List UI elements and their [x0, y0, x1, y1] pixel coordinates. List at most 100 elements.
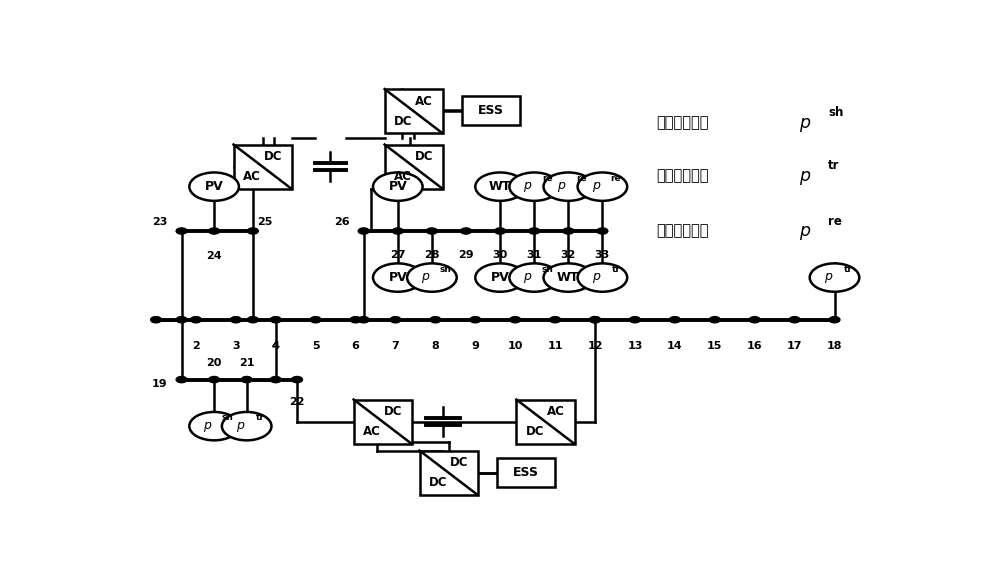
Text: AC: AC — [547, 406, 565, 418]
Circle shape — [509, 263, 559, 292]
Circle shape — [350, 317, 361, 323]
Bar — [462, 96, 520, 124]
Text: 17: 17 — [787, 341, 802, 351]
Text: tr: tr — [844, 264, 853, 274]
Circle shape — [292, 377, 302, 382]
Text: 26: 26 — [334, 217, 350, 227]
Text: 可平移负荷：: 可平移负荷： — [656, 115, 708, 130]
Circle shape — [176, 228, 187, 234]
Text: 22: 22 — [289, 397, 305, 407]
Text: AC: AC — [415, 95, 433, 108]
Circle shape — [358, 317, 369, 323]
Text: PV: PV — [205, 180, 224, 193]
Circle shape — [578, 172, 627, 201]
Text: 3: 3 — [232, 341, 240, 351]
Text: PV: PV — [388, 180, 407, 193]
Circle shape — [241, 377, 252, 382]
Circle shape — [151, 317, 161, 323]
Text: AC: AC — [243, 170, 261, 183]
Text: $p$: $p$ — [523, 271, 533, 285]
Text: DC: DC — [450, 456, 468, 469]
Text: 12: 12 — [587, 341, 603, 351]
Text: 25: 25 — [257, 217, 272, 227]
Circle shape — [495, 228, 506, 234]
Text: 21: 21 — [239, 358, 254, 369]
Circle shape — [247, 317, 258, 323]
Circle shape — [189, 412, 239, 440]
Text: AC: AC — [394, 170, 412, 183]
Text: WT: WT — [489, 180, 511, 193]
Circle shape — [392, 228, 403, 234]
Circle shape — [510, 317, 521, 323]
Text: WT: WT — [557, 271, 579, 284]
Text: DC: DC — [384, 406, 402, 418]
Text: DC: DC — [264, 150, 282, 164]
Text: DC: DC — [394, 115, 412, 127]
Circle shape — [358, 228, 369, 234]
Text: 32: 32 — [561, 249, 576, 260]
Circle shape — [544, 263, 593, 292]
Text: $p$: $p$ — [592, 271, 601, 285]
Text: $p$: $p$ — [824, 271, 833, 285]
Text: 可转移负荷：: 可转移负荷： — [656, 168, 708, 183]
Circle shape — [230, 317, 241, 323]
Text: 7: 7 — [392, 341, 399, 351]
Circle shape — [470, 317, 481, 323]
Bar — [354, 400, 412, 444]
Circle shape — [176, 377, 187, 382]
Circle shape — [407, 263, 457, 292]
Circle shape — [789, 317, 800, 323]
Text: $p$: $p$ — [799, 224, 812, 242]
Text: 20: 20 — [206, 358, 222, 369]
Bar — [420, 450, 478, 495]
Circle shape — [597, 228, 608, 234]
Circle shape — [373, 172, 423, 201]
Text: $p$: $p$ — [236, 420, 245, 434]
Circle shape — [209, 228, 220, 234]
Text: $p$: $p$ — [421, 271, 430, 285]
Text: $p$: $p$ — [799, 116, 812, 134]
Circle shape — [461, 228, 471, 234]
Text: 23: 23 — [152, 217, 168, 227]
Circle shape — [709, 317, 720, 323]
Circle shape — [270, 317, 281, 323]
Text: sh: sh — [222, 413, 234, 422]
Text: $p$: $p$ — [203, 420, 213, 434]
Circle shape — [529, 228, 540, 234]
Text: 15: 15 — [707, 341, 722, 351]
Text: 24: 24 — [206, 251, 222, 261]
Text: sh: sh — [440, 264, 451, 274]
Bar — [385, 145, 443, 189]
Circle shape — [590, 317, 600, 323]
Text: sh: sh — [828, 106, 843, 119]
Circle shape — [430, 317, 441, 323]
Text: PV: PV — [388, 271, 407, 284]
Circle shape — [829, 317, 840, 323]
Text: $p$: $p$ — [523, 180, 533, 194]
Circle shape — [270, 377, 281, 382]
Text: 6: 6 — [352, 341, 360, 351]
Text: $p$: $p$ — [557, 180, 567, 194]
Text: 5: 5 — [312, 341, 319, 351]
Circle shape — [669, 317, 680, 323]
Text: 可削减负荷：: 可削减负荷： — [656, 223, 708, 238]
Text: 14: 14 — [667, 341, 683, 351]
Text: 10: 10 — [508, 341, 523, 351]
Text: 9: 9 — [471, 341, 479, 351]
Text: 29: 29 — [458, 249, 474, 260]
Circle shape — [544, 172, 593, 201]
Text: re: re — [577, 173, 587, 183]
Circle shape — [509, 172, 559, 201]
Text: PV: PV — [491, 271, 509, 284]
Text: ESS: ESS — [513, 466, 539, 479]
Text: tr: tr — [828, 160, 839, 172]
Text: sh: sh — [542, 264, 554, 274]
Text: tr: tr — [612, 264, 620, 274]
Text: 4: 4 — [272, 341, 280, 351]
Circle shape — [209, 377, 220, 382]
Text: re: re — [828, 215, 842, 228]
Text: 8: 8 — [432, 341, 439, 351]
Text: DC: DC — [429, 476, 447, 489]
Text: 30: 30 — [492, 249, 508, 260]
Text: tr: tr — [256, 413, 265, 422]
